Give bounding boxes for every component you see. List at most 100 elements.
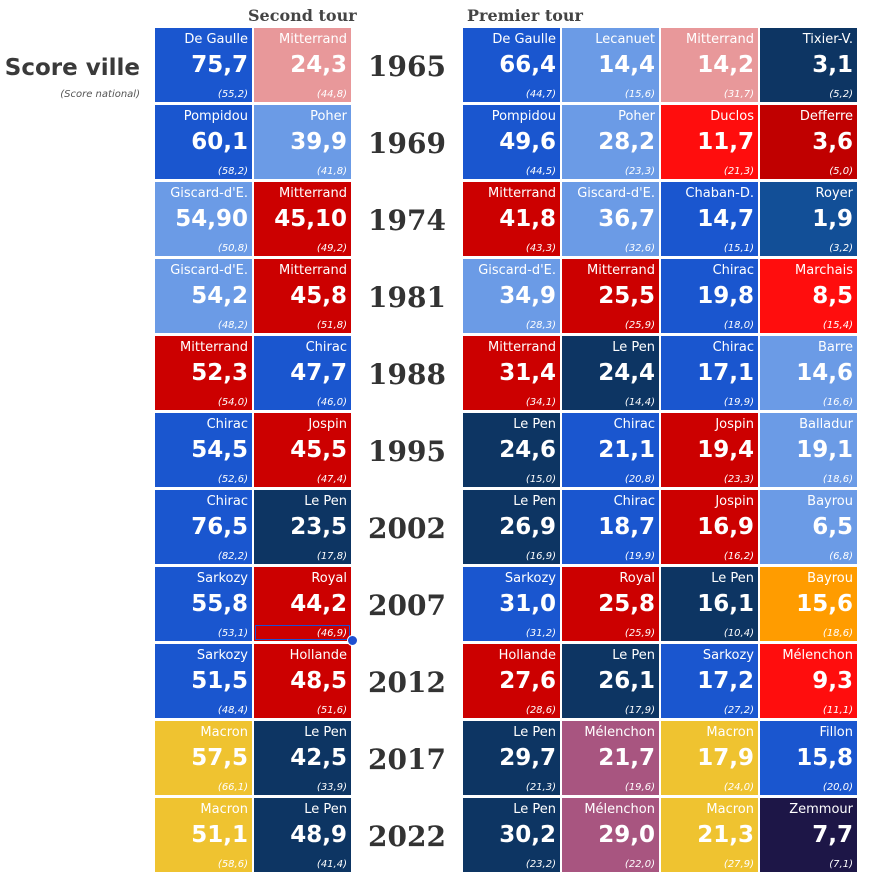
candidate-name: Mélenchon: [584, 802, 655, 817]
year-label: 1969: [368, 127, 446, 160]
candidate-name: Jospin: [715, 494, 754, 509]
candidate-cell: Le Pen 30,2 (23,2): [463, 798, 560, 872]
candidate-name: Macron: [200, 802, 248, 817]
candidate-name: Chirac: [712, 263, 754, 278]
candidate-name: Macron: [706, 802, 754, 817]
national-score: (44,7): [525, 89, 556, 100]
national-score: (17,9): [624, 705, 655, 716]
city-score: 29,7: [499, 745, 556, 771]
national-score: (41,4): [316, 859, 347, 870]
candidate-name: Pompidou: [491, 109, 556, 124]
national-score: (16,2): [723, 551, 754, 562]
city-score: 15,8: [796, 745, 853, 771]
national-score: (27,2): [723, 705, 754, 716]
national-score: (25,9): [624, 628, 655, 639]
national-score: (58,2): [217, 166, 248, 177]
national-score: (48,4): [217, 705, 248, 716]
city-score: 21,7: [598, 745, 655, 771]
candidate-cell: Pompidou 60,1 (58,2): [155, 105, 252, 179]
city-score: 29,0: [598, 822, 655, 848]
national-score: (82,2): [217, 551, 248, 562]
national-score: (10,4): [723, 628, 754, 639]
city-score: 42,5: [290, 745, 347, 771]
year-label: 1995: [368, 435, 446, 468]
city-score: 44,2: [290, 591, 347, 617]
selected-cell-outline[interactable]: [254, 624, 351, 641]
city-score: 26,1: [598, 668, 655, 694]
year-label: 2012: [368, 666, 446, 699]
national-score: (21,3): [723, 166, 754, 177]
candidate-cell: Mitterrand 24,3 (44,8): [254, 28, 351, 102]
candidate-cell: Sarkozy 55,8 (53,1): [155, 567, 252, 641]
candidate-cell: Bayrou 15,6 (18,6): [760, 567, 857, 641]
selection-handle[interactable]: [347, 635, 358, 646]
candidate-name: Fillon: [819, 725, 853, 740]
city-score: 21,1: [598, 437, 655, 463]
year-label: 2022: [368, 820, 446, 853]
candidate-name: Mélenchon: [584, 725, 655, 740]
candidate-cell: Le Pen 16,1 (10,4): [661, 567, 758, 641]
candidate-cell: Zemmour 7,7 (7,1): [760, 798, 857, 872]
city-score: 49,6: [499, 129, 556, 155]
city-score: 19,1: [796, 437, 853, 463]
candidate-name: Mitterrand: [279, 186, 347, 201]
candidate-name: Jospin: [308, 417, 347, 432]
candidate-name: Chirac: [206, 417, 248, 432]
national-score: (20,8): [624, 474, 655, 485]
city-score: 34,9: [499, 283, 556, 309]
national-score: (34,1): [525, 397, 556, 408]
candidate-cell: Tixier-V. 3,1 (5,2): [760, 28, 857, 102]
candidate-cell: Mélenchon 29,0 (22,0): [562, 798, 659, 872]
city-score: 76,5: [191, 514, 248, 540]
candidate-name: Le Pen: [304, 494, 347, 509]
city-score: 24,3: [290, 52, 347, 78]
year-label: 2002: [368, 512, 446, 545]
candidate-name: Duclos: [710, 109, 754, 124]
city-score: 15,6: [796, 591, 853, 617]
national-score: (49,2): [316, 243, 347, 254]
national-score: (25,9): [624, 320, 655, 331]
city-score: 51,5: [191, 668, 248, 694]
candidate-name: Giscard-d'E.: [577, 186, 655, 201]
candidate-cell: Le Pen 48,9 (41,4): [254, 798, 351, 872]
national-score: (47,4): [316, 474, 347, 485]
candidate-name: Chirac: [613, 417, 655, 432]
candidate-cell: Giscard-d'E. 54,2 (48,2): [155, 259, 252, 333]
score-title: Score ville: [4, 55, 140, 81]
national-score: (58,6): [217, 859, 248, 870]
candidate-name: Chaban-D.: [685, 186, 754, 201]
national-score: (43,3): [525, 243, 556, 254]
candidate-cell: Chirac 47,7 (46,0): [254, 336, 351, 410]
national-score: (28,3): [525, 320, 556, 331]
candidate-cell: Mélenchon 9,3 (11,1): [760, 644, 857, 718]
candidate-name: Sarkozy: [504, 571, 556, 586]
candidate-name: Chirac: [305, 340, 347, 355]
candidate-name: Le Pen: [513, 725, 556, 740]
city-score: 27,6: [499, 668, 556, 694]
city-score: 45,8: [290, 283, 347, 309]
city-score: 14,7: [697, 206, 754, 232]
city-score: 17,9: [697, 745, 754, 771]
city-score: 36,7: [598, 206, 655, 232]
candidate-name: Le Pen: [513, 802, 556, 817]
national-score: (20,0): [822, 782, 853, 793]
candidate-cell: Marchais 8,5 (15,4): [760, 259, 857, 333]
candidate-name: Mitterrand: [279, 263, 347, 278]
candidate-cell: Chirac 17,1 (19,9): [661, 336, 758, 410]
national-score: (31,2): [525, 628, 556, 639]
candidate-cell: Sarkozy 31,0 (31,2): [463, 567, 560, 641]
candidate-cell: Poher 39,9 (41,8): [254, 105, 351, 179]
year-label: 1981: [368, 281, 446, 314]
city-score: 41,8: [499, 206, 556, 232]
city-score: 26,9: [499, 514, 556, 540]
city-score: 24,4: [598, 360, 655, 386]
national-score: (15,6): [624, 89, 655, 100]
candidate-cell: Defferre 3,6 (5,0): [760, 105, 857, 179]
candidate-name: Chirac: [206, 494, 248, 509]
city-score: 25,5: [598, 283, 655, 309]
national-score: (51,8): [316, 320, 347, 331]
candidate-cell: Mitterrand 52,3 (54,0): [155, 336, 252, 410]
candidate-cell: Balladur 19,1 (18,6): [760, 413, 857, 487]
national-score: (54,0): [217, 397, 248, 408]
national-score: (18,6): [822, 628, 853, 639]
